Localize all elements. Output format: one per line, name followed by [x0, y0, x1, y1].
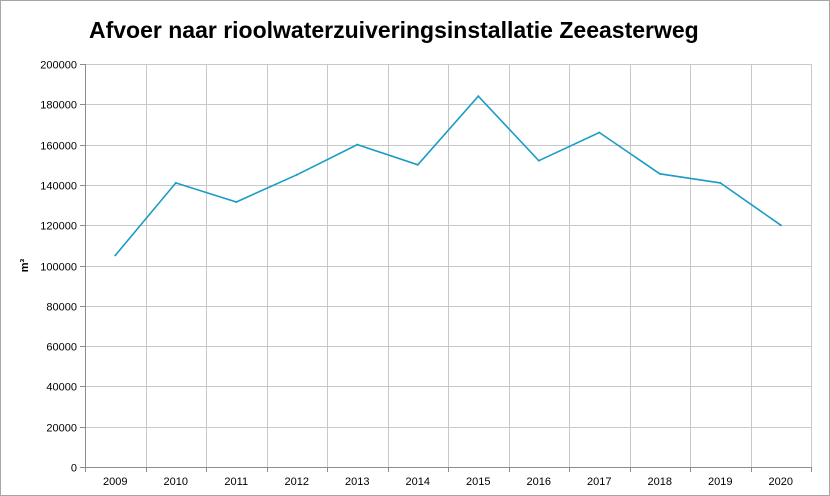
data-point: [477, 95, 480, 98]
y-tick-label: 160000: [40, 141, 77, 153]
data-point: [174, 181, 177, 184]
x-tick-label: 2015: [466, 476, 490, 488]
x-tick-label: 2020: [769, 476, 793, 488]
data-point: [114, 254, 117, 257]
y-tick-labels: 0 20000 40000 60000 80000 100000 120000 140000 1…: [40, 60, 77, 475]
x-tick-label: 2019: [708, 476, 732, 488]
x-tick-label: 2016: [527, 476, 551, 488]
y-tick-label: 140000: [40, 181, 77, 193]
y-tick-label: 0: [71, 463, 77, 475]
x-tick-labels: 2009 2010 2011 2012 2013 2014 2015 2016 2017 2018…: [103, 476, 793, 488]
y-axis-label: m³: [19, 258, 31, 272]
y-tick-label: 60000: [46, 342, 77, 354]
y-tick-label: 100000: [40, 262, 77, 274]
y-tick-label: 120000: [40, 221, 77, 233]
x-tick-label: 2018: [648, 476, 672, 488]
y-tick-label: 180000: [40, 100, 77, 112]
data-point: [658, 172, 661, 175]
series-line: [114, 95, 782, 256]
series-layer: [114, 95, 782, 257]
y-tick-label: 20000: [46, 423, 77, 435]
data-point: [295, 173, 298, 176]
x-tick-label: 2014: [406, 476, 430, 488]
data-point: [537, 159, 540, 162]
grid-lines: [85, 64, 812, 467]
data-point: [356, 143, 359, 146]
chart-title: Afvoer naar rioolwaterzuiveringsinstalla…: [89, 17, 699, 43]
data-point: [719, 181, 722, 184]
data-point: [598, 131, 601, 134]
x-tick-label: 2012: [285, 476, 309, 488]
y-tick-label: 40000: [46, 382, 77, 394]
data-point: [416, 163, 419, 166]
data-point: [235, 201, 238, 203]
y-tick-label: 80000: [46, 302, 77, 314]
x-tick-label: 2017: [587, 476, 611, 488]
axes: [80, 64, 812, 472]
x-tick-label: 2009: [103, 476, 127, 488]
x-tick-label: 2013: [345, 476, 369, 488]
data-point: [779, 224, 782, 227]
x-tick-label: 2010: [164, 476, 188, 488]
y-tick-label: 200000: [40, 60, 77, 72]
x-tick-label: 2011: [224, 476, 248, 488]
